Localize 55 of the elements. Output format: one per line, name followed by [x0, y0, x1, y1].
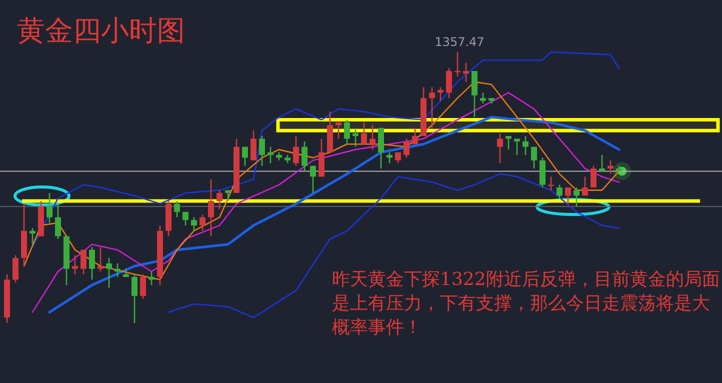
candlestick: [302, 140, 308, 172]
candlestick: [216, 190, 222, 210]
candlestick: [565, 186, 571, 204]
candlestick: [599, 154, 605, 172]
candlestick: [352, 127, 358, 148]
candlestick: [531, 146, 537, 170]
candlestick: [250, 130, 256, 162]
candlestick: [225, 190, 231, 202]
candlestick: [106, 257, 112, 288]
candlestick: [208, 178, 214, 237]
candlestick: [463, 62, 469, 82]
candlestick: [556, 184, 562, 199]
candlestick: [174, 200, 180, 218]
annotation: 昨天黄金下探1322附近后反弹，目前黄金的局面是上有压力，下有支撑，那么今日走震荡将是大概率事件！: [332, 268, 721, 340]
candlestick: [293, 135, 299, 166]
candlestick: [89, 246, 95, 280]
candlestick: [80, 249, 86, 275]
candlestick: [200, 214, 206, 232]
candlestick: [506, 135, 512, 150]
candlestick: [404, 138, 410, 158]
candlestick: [268, 146, 274, 164]
candlestick: [370, 124, 376, 150]
candlestick: [438, 86, 444, 102]
candlestick: [98, 246, 104, 272]
candlestick: [30, 228, 36, 246]
text: 1357.47: [434, 35, 484, 49]
candlestick: [590, 165, 596, 188]
candlestick: [429, 86, 435, 129]
candlestick: [310, 165, 316, 194]
candlestick: [336, 122, 342, 140]
candlestick: [574, 186, 580, 208]
candlestick: [46, 192, 52, 224]
candlestick: [140, 274, 146, 300]
candlestick: [344, 119, 350, 145]
candlestick: [386, 152, 392, 164]
candlestick: [514, 138, 520, 156]
candlestick: [582, 176, 588, 196]
candlestick: [191, 216, 197, 232]
candlestick: [72, 254, 78, 275]
candlestick: [114, 262, 120, 278]
candlestick: [242, 146, 248, 166]
candlestick: [259, 135, 265, 166]
candlestick: [522, 135, 528, 156]
chart-title: 黄金四小时图: [17, 14, 185, 48]
candlestick: [412, 127, 418, 145]
candlestick: [446, 68, 452, 99]
candlestick: [148, 270, 154, 286]
candlestick: [55, 203, 61, 240]
candlestick: [480, 92, 486, 104]
candlestick: [12, 254, 18, 283]
candlestick: [497, 132, 503, 164]
candlestick: [132, 274, 138, 324]
candlestick: [608, 160, 614, 175]
candlestick: [361, 122, 367, 145]
candlestick: [182, 211, 188, 226]
